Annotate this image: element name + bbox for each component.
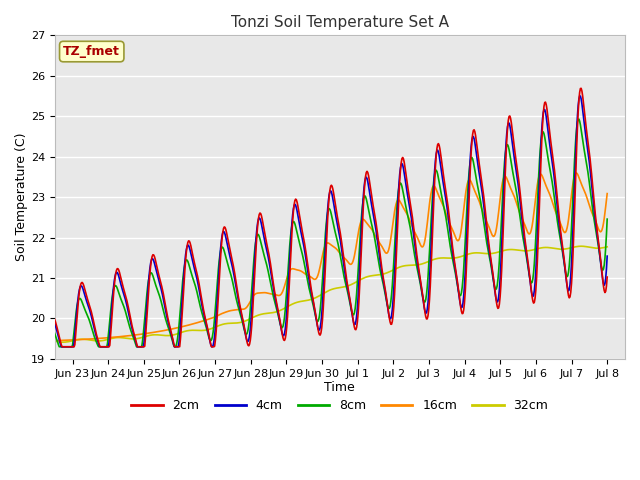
- Text: TZ_fmet: TZ_fmet: [63, 45, 120, 58]
- 32cm: [205, 326, 213, 332]
- 2cm: [413, 252, 420, 258]
- 32cm: [577, 243, 585, 249]
- 8cm: [413, 264, 420, 270]
- 16cm: [205, 316, 212, 322]
- 32cm: [234, 320, 241, 326]
- 32cm: [255, 312, 263, 318]
- 2cm: [33, 344, 41, 349]
- 32cm: [59, 339, 67, 345]
- 8cm: [33, 344, 41, 349]
- 16cm: [255, 290, 262, 296]
- 4cm: [576, 93, 584, 99]
- Line: 2cm: 2cm: [37, 88, 607, 347]
- 16cm: [33, 338, 41, 344]
- 32cm: [33, 339, 41, 345]
- 4cm: [233, 290, 241, 296]
- 4cm: [413, 257, 420, 263]
- 8cm: [205, 334, 212, 339]
- 8cm: [255, 232, 262, 238]
- 2cm: [255, 216, 262, 221]
- Y-axis label: Soil Temperature (C): Soil Temperature (C): [15, 133, 28, 262]
- 4cm: [604, 253, 611, 259]
- 8cm: [575, 116, 583, 122]
- 32cm: [382, 270, 390, 276]
- 16cm: [100, 335, 108, 341]
- 32cm: [413, 262, 421, 268]
- 8cm: [604, 216, 611, 222]
- 8cm: [381, 289, 388, 295]
- Line: 16cm: 16cm: [37, 173, 607, 341]
- 8cm: [100, 344, 108, 349]
- Line: 8cm: 8cm: [37, 119, 607, 347]
- 32cm: [100, 337, 108, 343]
- 4cm: [100, 344, 108, 349]
- 2cm: [233, 285, 241, 290]
- 8cm: [233, 299, 241, 305]
- 16cm: [572, 170, 580, 176]
- X-axis label: Time: Time: [324, 382, 355, 395]
- 16cm: [381, 249, 388, 255]
- 2cm: [100, 344, 108, 349]
- 2cm: [381, 285, 388, 290]
- 4cm: [381, 287, 388, 292]
- 4cm: [255, 216, 262, 222]
- 16cm: [604, 191, 611, 196]
- 16cm: [413, 233, 420, 239]
- 32cm: [604, 244, 611, 250]
- Title: Tonzi Soil Temperature Set A: Tonzi Soil Temperature Set A: [231, 15, 449, 30]
- 4cm: [205, 332, 212, 338]
- 2cm: [205, 331, 212, 336]
- Legend: 2cm, 4cm, 8cm, 16cm, 32cm: 2cm, 4cm, 8cm, 16cm, 32cm: [126, 395, 554, 418]
- 4cm: [33, 344, 41, 349]
- 2cm: [604, 274, 611, 280]
- 16cm: [233, 307, 241, 312]
- 2cm: [577, 85, 585, 91]
- Line: 32cm: 32cm: [37, 246, 607, 342]
- Line: 4cm: 4cm: [37, 96, 607, 347]
